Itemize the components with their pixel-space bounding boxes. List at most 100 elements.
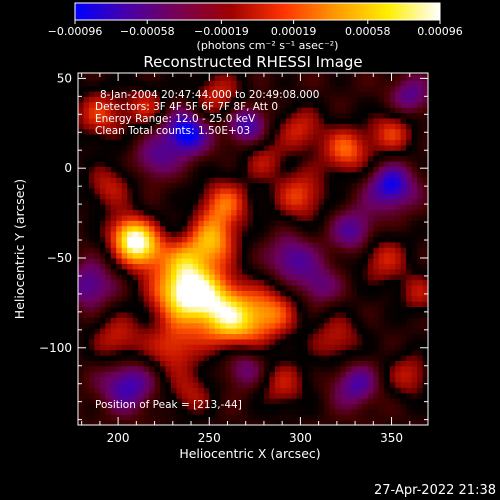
heatmap-cell — [329, 247, 336, 254]
heatmap-cell — [99, 155, 106, 162]
heatmap-cell — [181, 408, 188, 415]
heatmap-cell — [160, 252, 167, 259]
heatmap-cell — [395, 279, 402, 286]
heatmap-cell — [160, 123, 167, 130]
heatmap-cell — [209, 198, 216, 205]
heatmap-cell — [335, 74, 342, 81]
heatmap-cell — [291, 295, 298, 302]
heatmap-cell — [345, 392, 353, 399]
heatmap-cell — [384, 139, 391, 146]
heatmap-cell — [149, 268, 156, 275]
heatmap-cell — [187, 198, 194, 205]
heatmap-cell — [417, 128, 424, 135]
heatmap-cell — [247, 338, 254, 345]
heatmap-cell — [165, 398, 172, 405]
heatmap-cell — [127, 241, 134, 248]
heatmap-cell — [231, 182, 238, 189]
heatmap-cell — [356, 333, 363, 340]
heatmap-cell — [313, 187, 320, 194]
heatmap-cell — [307, 231, 314, 238]
heatmap-cell — [351, 306, 358, 313]
heatmap-cell — [395, 333, 402, 340]
heatmap-cell — [373, 257, 380, 264]
heatmap-cell — [362, 306, 369, 313]
heatmap-cell — [285, 414, 292, 421]
heatmap-cell — [307, 96, 314, 103]
heatmap-cell — [373, 354, 380, 361]
heatmap-cell — [395, 117, 402, 124]
heatmap-cell — [258, 161, 265, 167]
heatmap-cell — [400, 85, 407, 92]
heatmap-cell — [127, 171, 134, 178]
heatmap-cell — [406, 236, 413, 243]
heatmap-cell — [132, 231, 139, 238]
heatmap-cell — [225, 236, 232, 243]
heatmap-cell — [417, 398, 424, 405]
heatmap-cell — [258, 387, 265, 394]
heatmap-cell — [94, 182, 101, 189]
heatmap-cell — [313, 144, 320, 151]
heatmap-cell — [198, 381, 205, 388]
heatmap-cell — [214, 247, 221, 254]
heatmap-cell — [269, 365, 276, 372]
heatmap-cell — [165, 387, 172, 394]
heatmap-cell — [225, 187, 232, 194]
heatmap-cell — [351, 263, 358, 270]
heatmap-cell — [258, 311, 265, 318]
heatmap-cell — [362, 354, 369, 361]
heatmap-cell — [242, 144, 249, 151]
heatmap-cell — [340, 117, 347, 124]
heatmap-cell — [422, 414, 428, 421]
heatmap-cell — [340, 263, 347, 270]
heatmap-cell — [258, 236, 265, 243]
heatmap-cell — [285, 279, 292, 286]
heatmap-cell — [351, 241, 358, 248]
heatmap-cell — [176, 328, 183, 335]
heatmap-cell — [269, 161, 276, 167]
heatmap-cell — [356, 257, 363, 264]
heatmap-cell — [411, 252, 418, 259]
heatmap-cell — [324, 107, 331, 114]
heatmap-cell — [417, 182, 424, 189]
heatmap-cell — [214, 284, 221, 291]
heatmap-cell — [373, 96, 380, 103]
heatmap-cell — [324, 225, 331, 232]
heatmap-cell — [253, 322, 260, 329]
heatmap-cell — [351, 419, 358, 425]
heatmap-cell — [296, 268, 303, 275]
heatmap-cell — [263, 295, 271, 302]
heatmap-cell — [274, 392, 281, 399]
heatmap-cell — [263, 193, 271, 200]
heatmap-cell — [302, 354, 309, 361]
heatmap-cell — [313, 198, 320, 205]
heatmap-cell — [373, 128, 380, 135]
heatmap-cell — [187, 295, 194, 302]
annotation-line: Clean Total counts: 1.50E+03 — [95, 125, 250, 137]
heatmap-cell — [160, 187, 167, 194]
heatmap-cell — [340, 74, 347, 81]
heatmap-cell — [121, 338, 128, 345]
heatmap-cell — [121, 398, 128, 405]
heatmap-cell — [143, 268, 150, 275]
heatmap-cell — [242, 80, 249, 87]
heatmap-cell — [187, 252, 194, 259]
heatmap-cell — [154, 392, 161, 399]
heatmap-cell — [253, 392, 260, 399]
heatmap-cell — [138, 360, 145, 367]
heatmap-cell — [406, 90, 413, 97]
heatmap-cell — [291, 392, 298, 399]
heatmap-cell — [209, 333, 216, 340]
heatmap-cell — [291, 403, 298, 410]
heatmap-cell — [263, 74, 271, 81]
heatmap-cell — [351, 392, 358, 399]
heatmap-cell — [176, 225, 183, 232]
heatmap-cell — [132, 306, 139, 313]
heatmap-cell — [165, 290, 172, 297]
heatmap-cell — [247, 187, 254, 194]
heatmap-cell — [417, 290, 424, 297]
heatmap-cell — [253, 268, 260, 275]
heatmap-cell — [285, 365, 292, 372]
heatmap-cell — [302, 344, 309, 351]
heatmap-cell — [422, 279, 428, 286]
heatmap-cell — [88, 398, 96, 405]
